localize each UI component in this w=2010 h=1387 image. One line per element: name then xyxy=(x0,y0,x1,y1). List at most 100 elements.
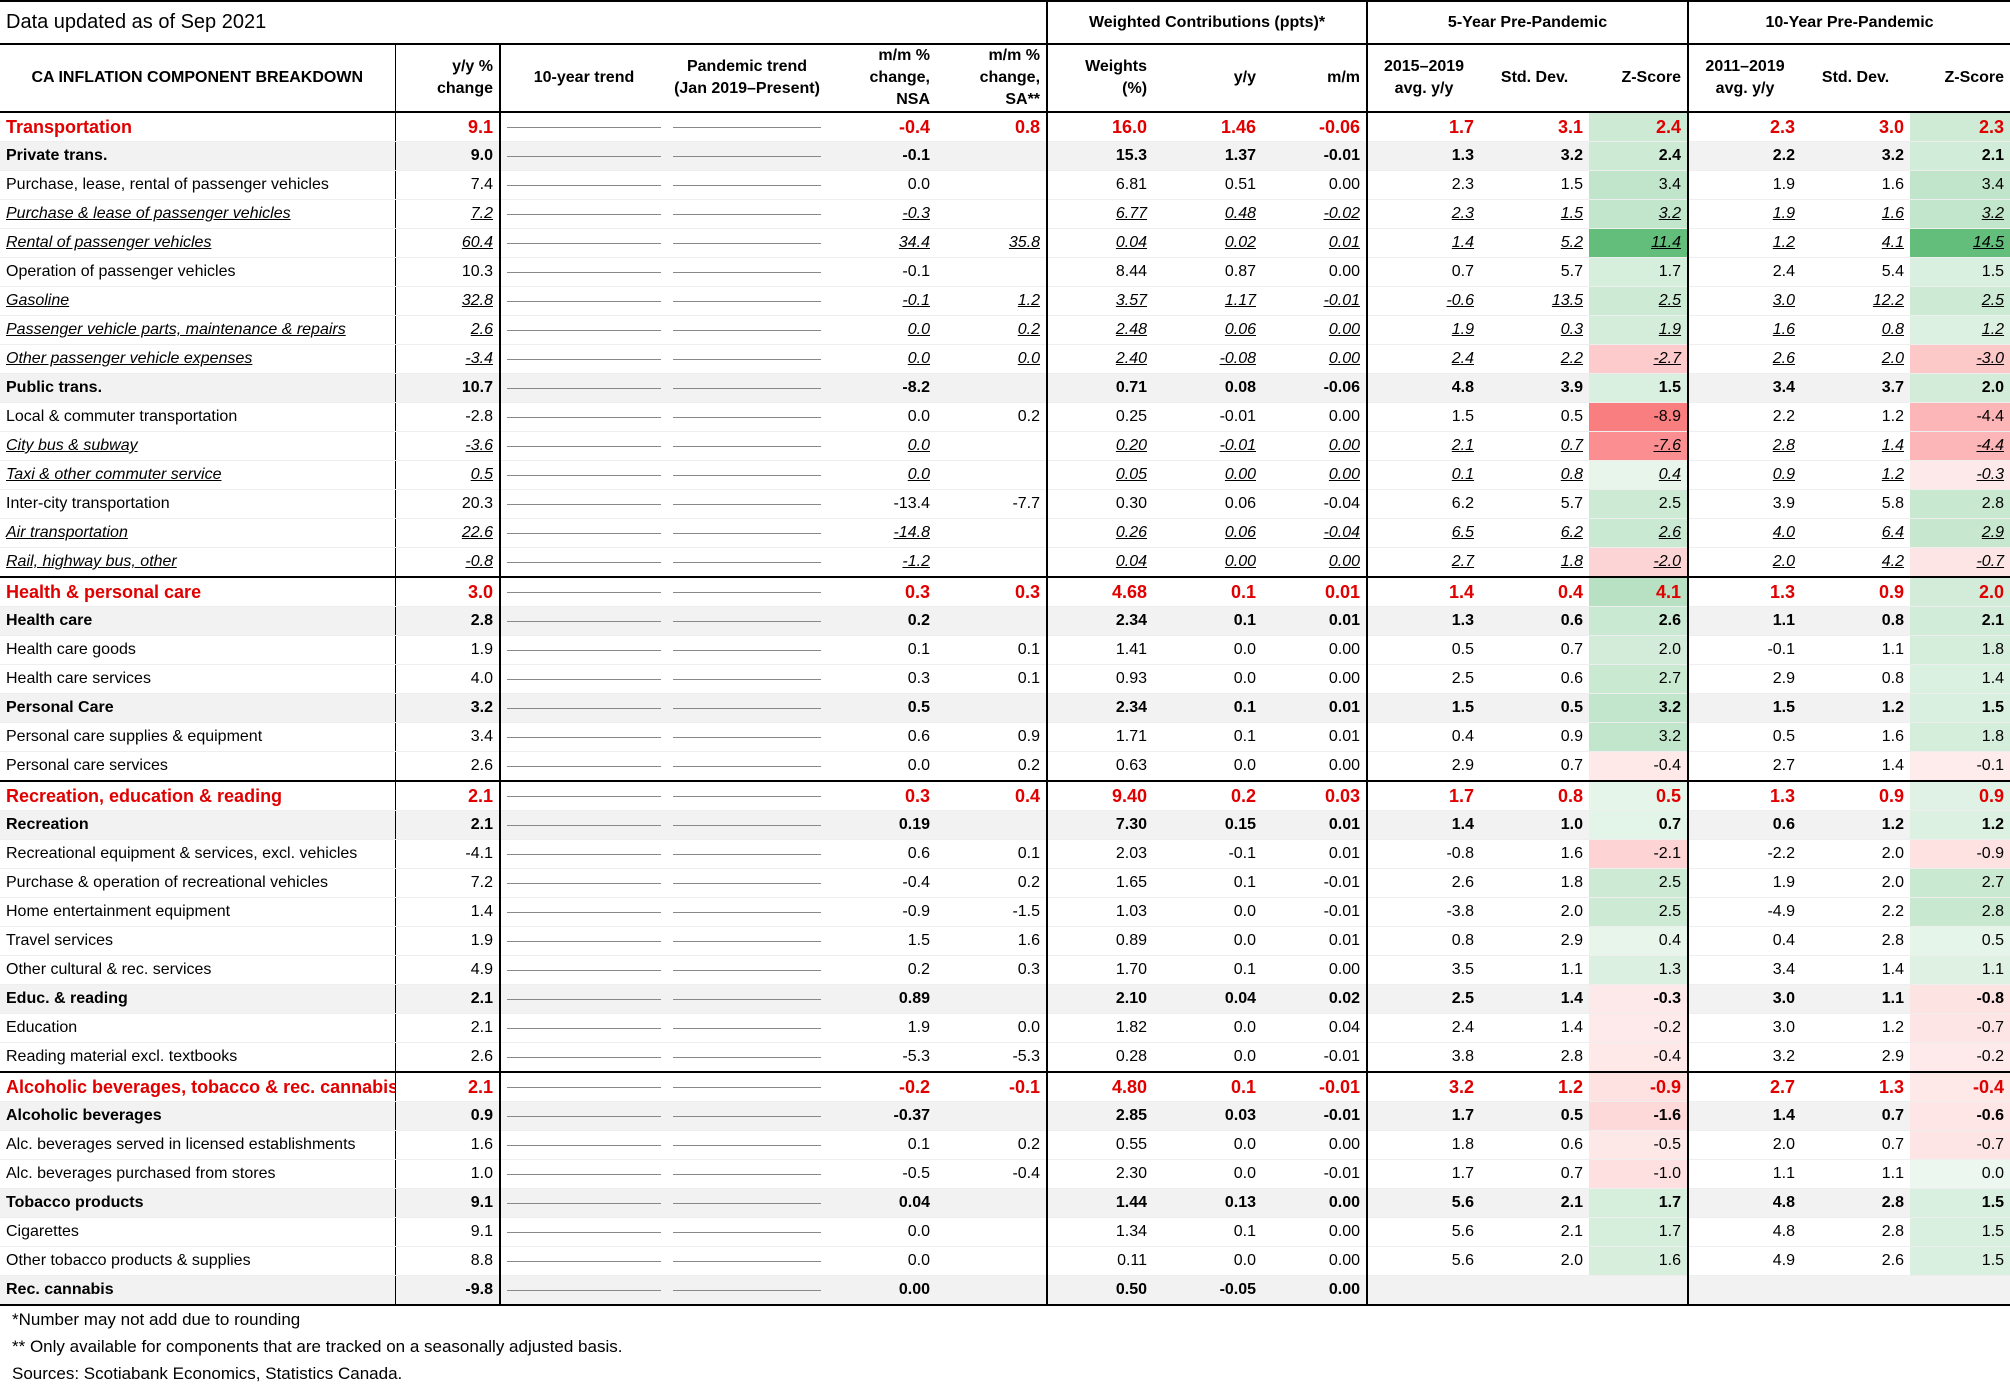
cell-value: 2.1 xyxy=(1981,147,2005,164)
cell-value: 7.4 xyxy=(470,176,493,193)
value-cell xyxy=(936,141,1049,171)
cell-value: 6.81 xyxy=(1115,176,1148,193)
value-cell: 2.7 xyxy=(1688,751,1802,782)
row-label: Alc. beverages purchased from stores xyxy=(0,1159,396,1189)
value-cell: 0.7 xyxy=(1801,1130,1911,1160)
value-cell: -5.3 xyxy=(827,1042,936,1073)
value-cell: -3.8 xyxy=(1367,897,1481,927)
cell-value: 2.6 xyxy=(1881,1252,1905,1269)
cell-value: 1.9 xyxy=(1772,176,1796,193)
row-label: Air transportation xyxy=(0,518,396,548)
ten-year-sparkline xyxy=(500,868,667,898)
value-cell: 0.2 xyxy=(936,1130,1049,1160)
cell-value: 0.8 xyxy=(1881,670,1905,687)
z-score-cell: -8.9 xyxy=(1589,402,1690,432)
cell-value: 0.2 xyxy=(907,612,930,629)
value-cell: 0.0 xyxy=(1153,897,1263,927)
column-header: m/m xyxy=(1262,44,1369,113)
table-row: Health & personal care 3.0 0.3 0.3 4.68 0.1 0.… xyxy=(0,576,2010,607)
z-score-cell: 1.2 xyxy=(1910,315,2010,345)
value-cell xyxy=(936,431,1049,461)
cell-value: 1.5 xyxy=(1981,1223,2005,1240)
cell-value: 1.4 xyxy=(1881,961,1905,978)
pandemic-trend-sparkline xyxy=(667,1013,827,1043)
value-cell: 1.5 xyxy=(1367,402,1481,432)
value-cell: 2.0 xyxy=(1480,1246,1590,1276)
value-cell: -0.4 xyxy=(936,1159,1049,1189)
cell-value: 1.6 xyxy=(1658,1252,1682,1269)
z-score-cell: 0.0 xyxy=(1910,1159,2010,1189)
value-cell: 0.1 xyxy=(1153,868,1263,898)
cell-value: 2.7 xyxy=(1658,670,1682,687)
value-cell: 0.89 xyxy=(827,984,936,1014)
cell-value: 0.3 xyxy=(1560,321,1584,338)
value-cell: 0.01 xyxy=(1262,722,1369,752)
value-cell: 0.15 xyxy=(1153,810,1263,840)
pandemic-trend-sparkline xyxy=(667,576,827,607)
cell-value: 4.8 xyxy=(1451,379,1475,396)
cell-value: 0.5 xyxy=(1560,1107,1584,1124)
sparkline-line xyxy=(507,1027,661,1029)
value-cell: 60.4 xyxy=(395,228,501,258)
value-cell: 9.1 xyxy=(395,1188,501,1218)
cell-value: 0.03 xyxy=(1224,1107,1257,1124)
cell-value: 1.6 xyxy=(1560,845,1584,862)
cell-value: 0.03 xyxy=(1324,785,1361,806)
cell-value: 3.0 xyxy=(1772,292,1796,309)
sparkline-line xyxy=(507,620,661,622)
cell-value: -0.3 xyxy=(1976,466,2005,483)
z-score-cell: 2.3 xyxy=(1910,112,2010,142)
z-score-cell: 1.5 xyxy=(1910,1188,2010,1218)
value-cell: 1.9 xyxy=(1688,868,1802,898)
cell-value: 8.44 xyxy=(1115,263,1148,280)
cell-value: 1.5 xyxy=(907,932,930,949)
row-label-text: Other tobacco products & supplies xyxy=(6,1252,251,1269)
value-cell: -0.1 xyxy=(827,257,936,287)
row-label-text: Private trans. xyxy=(6,147,108,164)
value-cell: 0.8 xyxy=(1367,926,1481,956)
sparkline-line xyxy=(507,853,661,855)
value-cell: -3.6 xyxy=(395,431,501,461)
cell-value: 2.7 xyxy=(1772,757,1796,774)
value-cell: 12.2 xyxy=(1801,286,1911,316)
cell-value: 1.2 xyxy=(1981,816,2005,833)
cell-value: 10.3 xyxy=(461,263,493,280)
pandemic-trend-sparkline xyxy=(667,286,827,316)
pandemic-trend-sparkline xyxy=(667,984,827,1014)
pandemic-trend-sparkline xyxy=(667,780,827,811)
row-label-text: Health care goods xyxy=(6,641,136,658)
value-cell: -13.4 xyxy=(827,489,936,519)
value-cell: 0.00 xyxy=(827,1275,936,1306)
value-cell: 1.6 xyxy=(1801,170,1911,200)
value-cell: 0.1 xyxy=(936,635,1049,665)
value-cell: 2.2 xyxy=(1688,141,1802,171)
value-cell: 4.80 xyxy=(1047,1071,1154,1102)
cell-value: 0.0 xyxy=(1233,1252,1257,1269)
pandemic-trend-sparkline xyxy=(667,926,827,956)
cell-value: 6.2 xyxy=(1560,524,1584,541)
cell-value: 3.0 xyxy=(1772,990,1796,1007)
cell-value: 0.01 xyxy=(1328,699,1361,716)
cell-value: 0.7 xyxy=(1881,1136,1905,1153)
cell-value: 3.0 xyxy=(1772,1019,1796,1036)
row-label-text: Alc. beverages served in licensed establ… xyxy=(6,1136,356,1153)
cell-value: 0.9 xyxy=(1879,785,1905,806)
group-header: Weighted Contributions (ppts)* xyxy=(1047,0,1369,45)
z-score-cell: 2.7 xyxy=(1910,868,2010,898)
table-row: Personal care supplies & equipment 3.4 0.6… xyxy=(0,722,2010,752)
cell-value: 0.00 xyxy=(1224,466,1257,483)
cell-value: -1.2 xyxy=(902,553,930,570)
cell-value: 0.02 xyxy=(1224,234,1257,251)
cell-value: 0.89 xyxy=(898,990,930,1007)
sparkline-line xyxy=(507,329,661,331)
cell-value: -5.3 xyxy=(902,1048,930,1065)
value-cell: -0.01 xyxy=(1262,1159,1369,1189)
value-cell xyxy=(936,1275,1049,1306)
sparkline-line xyxy=(673,678,821,680)
cell-value: 2.8 xyxy=(1881,1223,1905,1240)
row-label: Purchase, lease, rental of passenger veh… xyxy=(0,170,396,200)
value-cell: 1.0 xyxy=(1480,810,1590,840)
cell-value: 5.8 xyxy=(1881,495,1905,512)
value-cell: 9.1 xyxy=(395,112,501,142)
value-cell: 1.1 xyxy=(1801,1159,1911,1189)
